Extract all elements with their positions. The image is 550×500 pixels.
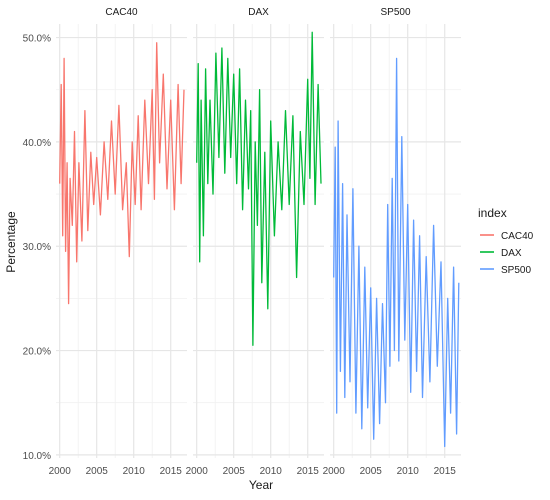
panel-background — [56, 24, 187, 458]
legend-label-sp500: SP500 — [501, 265, 531, 276]
y-tick-label: 10.0% — [23, 451, 51, 462]
y-tick-label: 20.0% — [23, 347, 51, 358]
facet-title-dax: DAX — [248, 7, 269, 18]
x-tick-label: 2015 — [160, 466, 183, 477]
x-tick-label: 2000 — [49, 466, 72, 477]
facet-title-sp500: SP500 — [380, 7, 410, 18]
series-line-sp500 — [333, 57, 460, 448]
y-tick-label: 30.0% — [23, 242, 51, 253]
legend-title: index — [478, 206, 507, 220]
x-tick-label: 2015 — [297, 466, 320, 477]
x-tick-label: 2000 — [323, 466, 346, 477]
panel-background — [193, 24, 324, 458]
y-tick-label: 40.0% — [23, 138, 51, 149]
legend-label-cac40: CAC40 — [501, 231, 534, 242]
series-line-cac40 — [59, 42, 185, 305]
x-tick-label: 2005 — [86, 466, 109, 477]
facet-title-cac40: CAC40 — [105, 7, 138, 18]
y-axis-title: Percentage — [4, 211, 18, 273]
y-tick-label: 50.0% — [23, 34, 51, 45]
series-line-dax — [196, 31, 322, 346]
x-tick-label: 2010 — [260, 466, 283, 477]
x-tick-label: 2010 — [397, 466, 420, 477]
x-tick-label: 2005 — [360, 466, 383, 477]
x-axis-title: Year — [249, 478, 273, 492]
x-tick-label: 2000 — [186, 466, 209, 477]
x-tick-label: 2015 — [434, 466, 457, 477]
x-tick-label: 2010 — [123, 466, 146, 477]
legend-label-dax: DAX — [501, 248, 522, 259]
x-tick-label: 2005 — [223, 466, 246, 477]
